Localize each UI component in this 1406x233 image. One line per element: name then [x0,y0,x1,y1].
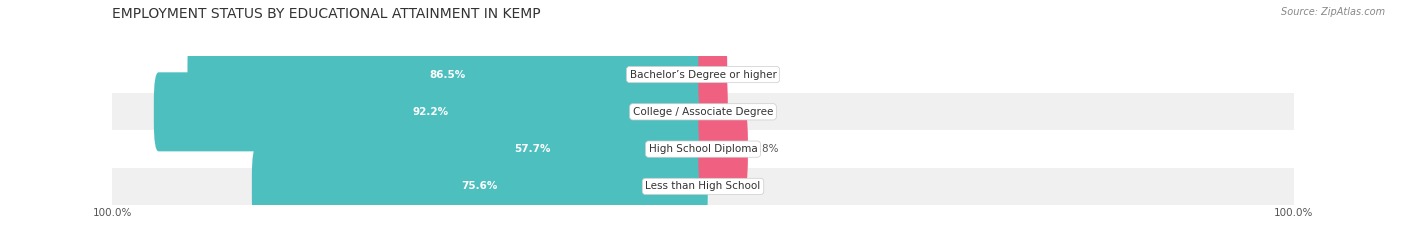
Text: 0.0%: 0.0% [711,182,738,191]
FancyBboxPatch shape [153,72,707,151]
Text: Bachelor’s Degree or higher: Bachelor’s Degree or higher [630,70,776,79]
FancyBboxPatch shape [187,35,707,114]
Bar [112,93,1294,130]
Text: College / Associate Degree: College / Associate Degree [633,107,773,117]
Bar [112,168,1294,205]
FancyBboxPatch shape [699,35,727,114]
FancyBboxPatch shape [357,110,707,189]
Text: 57.7%: 57.7% [515,144,551,154]
Text: 6.8%: 6.8% [752,144,779,154]
Text: 86.5%: 86.5% [429,70,465,79]
Text: 92.2%: 92.2% [413,107,449,117]
Text: 3.4%: 3.4% [733,107,758,117]
FancyBboxPatch shape [699,72,728,151]
Bar [112,130,1294,168]
Text: EMPLOYMENT STATUS BY EDUCATIONAL ATTAINMENT IN KEMP: EMPLOYMENT STATUS BY EDUCATIONAL ATTAINM… [112,7,541,21]
Text: High School Diploma: High School Diploma [648,144,758,154]
FancyBboxPatch shape [252,147,707,226]
FancyBboxPatch shape [699,110,748,189]
Bar [112,56,1294,93]
Text: Source: ZipAtlas.com: Source: ZipAtlas.com [1281,7,1385,17]
Text: Less than High School: Less than High School [645,182,761,191]
Text: 3.3%: 3.3% [731,70,758,79]
Text: 75.6%: 75.6% [461,182,498,191]
